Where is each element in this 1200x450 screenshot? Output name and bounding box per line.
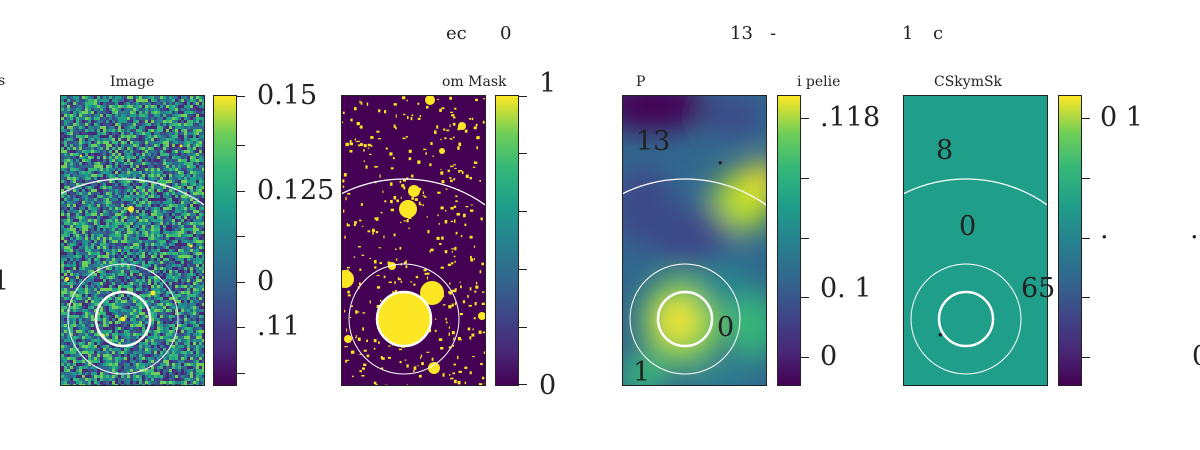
panel-4-overlay-3: 65 — [1021, 273, 1056, 304]
panel-4-image — [903, 95, 1048, 386]
panel-4-colorbar — [1058, 95, 1082, 386]
panel-3-overlay-3: 0 — [717, 312, 735, 343]
right-edge-zero: 0 — [1192, 341, 1200, 372]
top-label-6: c — [933, 23, 944, 44]
panel-3-overlay-1: 13 — [636, 126, 671, 157]
top-label-3: 13 — [730, 23, 753, 44]
panel-3-cb-label-1: .118 — [820, 102, 881, 133]
panel-3-title: P — [636, 74, 646, 90]
panel-3-heatmap — [623, 96, 766, 385]
panel-3-overlay-2: . — [716, 140, 725, 171]
panel-3-overlay-4: 1 — [633, 357, 651, 388]
panel-3-cb-label-2: 0. 1 — [820, 273, 872, 304]
panel-3-title-2: i pelie — [797, 74, 841, 90]
panel-4-overlay-2: 0 — [959, 211, 977, 242]
panel-1-cb-label-3: 0 — [257, 266, 275, 297]
panel-4-heatmap — [904, 178, 1047, 375]
panel-4-cb-label-1: 0 1 — [1100, 102, 1143, 133]
panel-4-cb-label-2: . — [1100, 214, 1109, 245]
panel-1-cb-label-2: 0.125 — [257, 175, 335, 206]
top-label-5: 1 — [902, 23, 914, 44]
panel-2-cb-label-2: 0 — [539, 370, 557, 401]
panel-4-title: CSkymSk — [934, 74, 1003, 90]
panel-1-cb-label-1: 0.15 — [257, 80, 318, 111]
left-edge-one: 1 — [0, 266, 10, 297]
panel-2-cb-label-1: 1 — [539, 68, 557, 99]
top-label-4: - — [770, 23, 777, 44]
panel-2-heatmap — [342, 96, 485, 385]
panel-4-overlay-4: . — [936, 312, 945, 343]
panel-2-title: om Mask — [442, 74, 507, 90]
top-label-2: 0 — [500, 23, 512, 44]
panel-2-colorbar — [495, 95, 519, 386]
panel-1-heatmap — [61, 96, 204, 385]
panel-3-image — [622, 95, 767, 386]
panel-4-overlay-1: 8 — [936, 135, 954, 166]
panel-2-image — [341, 95, 486, 386]
left-edge-s: s — [0, 73, 6, 89]
panel-1-image — [60, 95, 205, 386]
panel-1-cb-label-4: .11 — [257, 311, 300, 342]
top-label-1: ec — [446, 23, 467, 44]
panel-3-cb-label-3: 0 — [820, 341, 838, 372]
panel-4-cb-label-3: . — [1190, 214, 1199, 245]
panel-3-colorbar — [777, 95, 801, 386]
panel-1-colorbar — [213, 95, 237, 386]
panel-1-title: Image — [110, 74, 155, 90]
